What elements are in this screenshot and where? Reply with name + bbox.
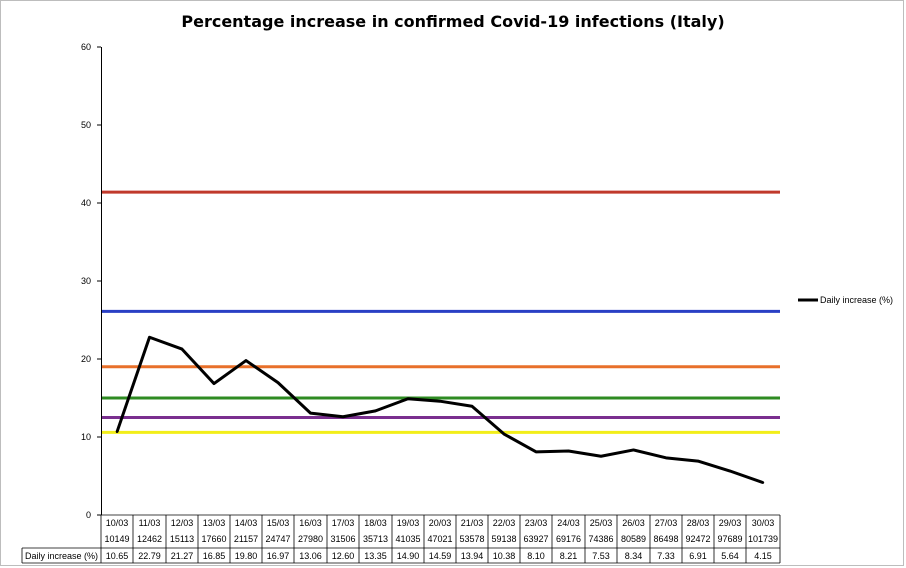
data-point — [728, 469, 732, 473]
table-cell-value: 13.06 — [299, 551, 322, 561]
legend-label: Daily increase (%) — [820, 295, 893, 305]
table-cell-value: 8.21 — [560, 551, 578, 561]
table-cell-value: 8.10 — [527, 551, 545, 561]
x-tick-label: 28/03 — [687, 518, 710, 528]
table-cell-value: 4.15 — [754, 551, 772, 561]
table-cell-cumulative: 21157 — [234, 534, 258, 544]
x-tick-label: 26/03 — [622, 518, 645, 528]
data-point — [761, 481, 765, 484]
data-point — [534, 450, 538, 454]
y-tick-label: 30 — [81, 276, 91, 286]
table-cell-value: 10.65 — [106, 551, 129, 561]
data-point — [567, 449, 570, 453]
x-tick-label: 14/03 — [235, 518, 258, 528]
table-cell-value: 19.80 — [235, 551, 258, 561]
data-point — [599, 455, 603, 458]
data-point — [212, 382, 216, 385]
data-point — [696, 459, 700, 463]
table-cell-value: 5.64 — [721, 551, 739, 561]
x-tick-label: 16/03 — [299, 518, 322, 528]
data-point — [374, 409, 377, 413]
data-point — [148, 336, 151, 339]
table-cell-cumulative: 12462 — [137, 534, 162, 544]
table-cell-cumulative: 80589 — [621, 534, 646, 544]
x-tick-label: 30/03 — [752, 518, 775, 528]
table-cell-cumulative: 47021 — [427, 534, 452, 544]
table-cell-cumulative: 27980 — [298, 534, 323, 544]
data-point — [470, 405, 474, 408]
table-cell-cumulative: 53578 — [459, 534, 484, 544]
y-tick-label: 20 — [81, 354, 91, 364]
table-cell-cumulative: 63927 — [523, 534, 548, 544]
x-tick-label: 24/03 — [557, 518, 580, 528]
table-cell-value: 13.94 — [461, 551, 484, 561]
table-cell-value: 7.33 — [657, 551, 675, 561]
table-cell-value: 10.38 — [493, 551, 516, 561]
table-cell-value: 16.85 — [203, 551, 226, 561]
table-cell-value: 22.79 — [138, 551, 161, 561]
data-point — [276, 381, 280, 384]
y-tick-label: 10 — [81, 432, 91, 442]
table-cell-value: 12.60 — [332, 551, 355, 561]
x-tick-label: 15/03 — [267, 518, 290, 528]
table-cell-value: 21.27 — [171, 551, 194, 561]
x-tick-label: 21/03 — [461, 518, 484, 528]
x-tick-label: 23/03 — [525, 518, 548, 528]
series-line — [115, 335, 764, 485]
x-tick-label: 19/03 — [397, 518, 420, 528]
table-cell-value: 8.34 — [625, 551, 643, 561]
x-tick-label: 10/03 — [106, 518, 129, 528]
x-tick-label: 13/03 — [203, 518, 226, 528]
table-cell-cumulative: 97689 — [717, 534, 742, 544]
data-point — [664, 456, 668, 460]
x-tick-label: 22/03 — [493, 518, 516, 528]
x-tick-label: 20/03 — [429, 518, 452, 528]
table-cell-cumulative: 35713 — [363, 534, 388, 544]
y-tick-label: 0 — [86, 510, 91, 520]
table-cell-cumulative: 92472 — [685, 534, 710, 544]
table-cell-value: 13.35 — [364, 551, 387, 561]
table-cell-value: 7.53 — [592, 551, 610, 561]
x-tick-label: 18/03 — [364, 518, 387, 528]
data-point — [502, 432, 506, 436]
table-cell-value: 14.90 — [397, 551, 420, 561]
x-tick-label: 11/03 — [139, 518, 161, 528]
table-cell-value: 14.59 — [429, 551, 452, 561]
data-point — [632, 448, 635, 452]
table-cell-cumulative: 15113 — [170, 534, 194, 544]
data-point — [244, 359, 248, 362]
y-tick-label: 60 — [81, 42, 91, 52]
data-point — [438, 399, 442, 403]
x-tick-label: 25/03 — [590, 518, 613, 528]
table-row-header: Daily increase (%) — [25, 551, 98, 561]
table-cell-cumulative: 101739 — [748, 534, 778, 544]
chart-title: Percentage increase in confirmed Covid-1… — [181, 12, 725, 31]
table-cell-value: 6.91 — [689, 551, 707, 561]
data-point — [180, 347, 184, 351]
data-point — [115, 430, 119, 434]
x-tick-label: 27/03 — [655, 518, 678, 528]
table-cell-cumulative: 17660 — [201, 534, 226, 544]
data-point — [406, 397, 410, 400]
table-cell-cumulative: 86498 — [653, 534, 678, 544]
table-cell-cumulative: 74386 — [588, 534, 613, 544]
y-tick-label: 40 — [81, 198, 91, 208]
x-tick-label: 12/03 — [171, 518, 194, 528]
table-cell-cumulative: 31506 — [330, 534, 355, 544]
table-cell-cumulative: 69176 — [556, 534, 581, 544]
table-cell-cumulative: 10149 — [104, 534, 129, 544]
x-tick-label: 29/03 — [719, 518, 742, 528]
x-tick-label: 17/03 — [332, 518, 355, 528]
table-cell-cumulative: 24747 — [265, 534, 290, 544]
table-cell-cumulative: 59138 — [491, 534, 516, 544]
y-tick-label: 50 — [81, 120, 91, 130]
data-point — [309, 411, 312, 415]
data-point — [341, 415, 345, 418]
table-cell-value: 16.97 — [267, 551, 290, 561]
table-cell-cumulative: 41035 — [395, 534, 420, 544]
